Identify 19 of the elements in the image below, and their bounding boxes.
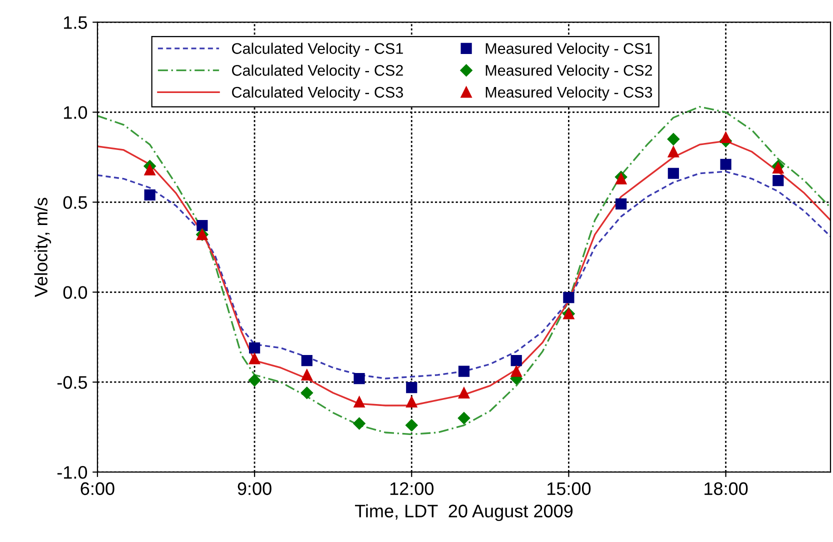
y-tick-label: 0.0: [63, 286, 88, 299]
x-tick-label: 18:00: [704, 482, 748, 496]
x-tick-label: 9:00: [238, 482, 272, 496]
y-tick-label: 1.5: [64, 16, 87, 29]
x-tick-label: 6:00: [80, 482, 114, 496]
legend-label: Calculated Velocity - CS2: [232, 64, 403, 79]
legend-label: Measured Velocity - CS2: [486, 64, 652, 79]
x-axis-title: Time, LDT 20 August 2009: [354, 504, 573, 522]
x-tick-label: 15:00: [547, 482, 591, 496]
y-tick-label: -1.0: [57, 466, 88, 479]
legend-label: Measured Velocity - CS1: [486, 42, 652, 57]
y-tick-label: -0.5: [57, 376, 87, 389]
legend-label: Calculated Velocity - CS3: [232, 86, 403, 101]
legend-label: Calculated Velocity - CS1: [232, 42, 403, 57]
y-tick-label: 0.5: [63, 196, 87, 209]
x-tick-label: 12:00: [390, 482, 434, 496]
y-axis-title: Velocity, m/s: [34, 198, 52, 298]
y-tick-label: 1.0: [64, 106, 88, 119]
legend-label: Measured Velocity - CS3: [486, 86, 652, 101]
